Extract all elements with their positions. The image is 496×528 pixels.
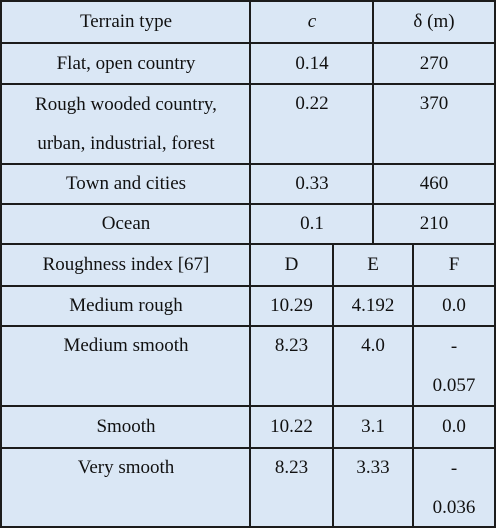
f-text: 0.0 <box>442 416 466 437</box>
border-left <box>0 0 2 528</box>
delta-text: 210 <box>419 213 449 234</box>
c-text: 0.22 <box>295 93 329 114</box>
c-cell: 0.14 <box>251 44 373 83</box>
roughness-text: Very smooth <box>77 457 175 478</box>
c-text: 0.33 <box>295 173 329 194</box>
c-cell: 0.33 <box>251 165 373 203</box>
f-text-line1: - <box>450 457 458 479</box>
d-text: 10.29 <box>270 295 313 316</box>
header-roughness-index: Roughness index [67] <box>2 245 250 285</box>
row-divider <box>0 42 496 44</box>
col-divider <box>332 243 334 528</box>
d-text: 8.23 <box>274 335 309 356</box>
e-text: 4.192 <box>351 295 395 316</box>
c-cell: 0.1 <box>251 205 373 243</box>
row-divider <box>0 325 496 327</box>
f-cell: - 0.057 <box>414 327 494 405</box>
terrain-cell: Ocean <box>2 205 250 243</box>
header-e-text: E <box>367 254 379 275</box>
header-e: E <box>334 245 412 285</box>
e-cell: 3.33 <box>334 449 412 526</box>
c-text: 0.14 <box>295 52 329 74</box>
f-text-line1: - <box>450 336 458 357</box>
e-cell: 4.192 <box>334 287 412 325</box>
d-cell: 10.22 <box>251 407 332 447</box>
border-top <box>0 0 496 2</box>
header-c: c <box>251 2 373 42</box>
d-text: 10.22 <box>270 416 313 437</box>
col-divider <box>249 0 251 528</box>
header-d-text: D <box>284 254 299 275</box>
header-terrain-type: Terrain type <box>2 2 250 42</box>
e-text: 3.33 <box>356 457 390 478</box>
f-text: 0.0 <box>442 295 466 316</box>
terrain-text-line2: urban, industrial, forest <box>37 133 215 154</box>
row-divider <box>0 163 496 165</box>
d-cell: 10.29 <box>251 287 332 325</box>
delta-text: 460 <box>419 173 449 194</box>
row-divider <box>0 405 496 407</box>
row-divider <box>0 243 496 245</box>
delta-cell: 270 <box>374 44 494 83</box>
roughness-cell: Very smooth <box>2 449 250 526</box>
header-d: D <box>251 245 332 285</box>
delta-cell: 210 <box>374 205 494 243</box>
f-cell: - 0.036 <box>414 449 494 526</box>
col-divider <box>372 0 374 245</box>
roughness-text: Medium rough <box>69 295 183 316</box>
delta-cell: 370 <box>374 85 494 163</box>
delta-cell: 460 <box>374 165 494 203</box>
e-text: 4.0 <box>361 335 385 356</box>
roughness-text: Medium smooth <box>63 335 189 356</box>
terrain-text: Ocean <box>101 213 151 234</box>
delta-text: 370 <box>419 93 449 114</box>
terrain-text: Flat, open country <box>56 52 196 74</box>
d-cell: 8.23 <box>251 449 332 526</box>
row-divider <box>0 203 496 205</box>
delta-text: 270 <box>419 52 449 74</box>
border-right <box>494 0 496 528</box>
terrain-cell: Town and cities <box>2 165 250 203</box>
f-text-line2: 0.057 <box>432 375 476 396</box>
roughness-text: Smooth <box>96 416 156 437</box>
f-cell: 0.0 <box>414 407 494 447</box>
header-delta: δ (m) <box>374 2 494 42</box>
terrain-cell: Rough wooded country, urban, industrial,… <box>2 85 250 163</box>
e-cell: 4.0 <box>334 327 412 405</box>
header-terrain-type-text: Terrain type <box>79 11 173 32</box>
row-divider <box>0 447 496 449</box>
roughness-cell: Medium smooth <box>2 327 250 405</box>
terrain-text-line1: Rough wooded country, <box>35 94 217 115</box>
row-divider <box>0 285 496 287</box>
c-cell: 0.22 <box>251 85 373 163</box>
header-delta-text: δ (m) <box>413 11 455 32</box>
roughness-cell: Smooth <box>2 407 250 447</box>
header-f-text: F <box>448 254 460 275</box>
header-roughness-index-text: Roughness index [67] <box>42 254 210 275</box>
e-cell: 3.1 <box>334 407 412 447</box>
e-text: 3.1 <box>361 416 385 437</box>
header-c-text: c <box>307 11 317 32</box>
row-divider <box>0 83 496 85</box>
border-bottom <box>0 526 496 528</box>
f-cell: 0.0 <box>414 287 494 325</box>
d-text: 8.23 <box>274 457 309 478</box>
col-divider <box>412 243 414 528</box>
terrain-text: Town and cities <box>65 173 187 194</box>
f-text-line2: 0.036 <box>432 496 476 518</box>
roughness-cell: Medium rough <box>2 287 250 325</box>
c-text: 0.1 <box>300 213 324 234</box>
header-f: F <box>414 245 494 285</box>
d-cell: 8.23 <box>251 327 332 405</box>
terrain-cell: Flat, open country <box>2 44 250 83</box>
